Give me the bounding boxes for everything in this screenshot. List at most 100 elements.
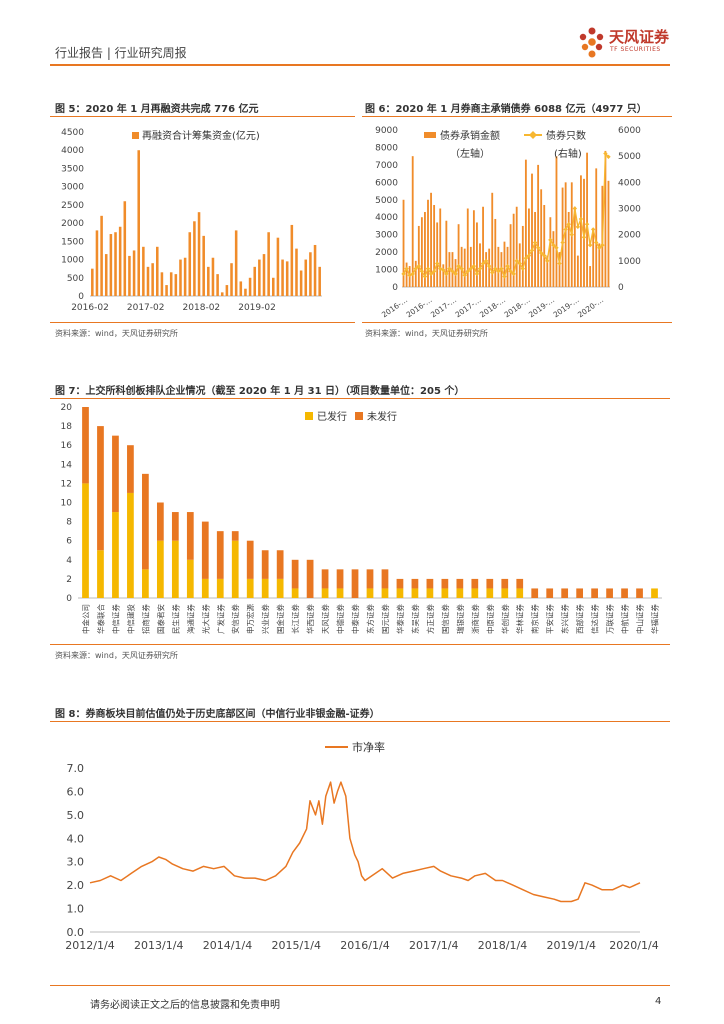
fig5-bar (304, 259, 308, 296)
fig7-bar-issued (112, 512, 119, 598)
fig7-x-category-label: 东兴证券 (560, 604, 570, 634)
fig5-legend-label: 再融资合计筹集资金(亿元) (142, 129, 260, 142)
fig6-legend-bar-swatch (424, 132, 436, 138)
fig7-legend-pending-label: 未发行 (367, 410, 397, 423)
fig7-bar-issued (171, 540, 179, 598)
fig7-x-category-label: 中航证券 (620, 604, 630, 634)
fig5-bar (220, 292, 224, 296)
fig7-bar-pending (112, 435, 119, 513)
fig6-title: 图 6：2020 年 1 月券商主承销债券 6088 亿元（4977 只） (365, 104, 647, 115)
fig7-bar-issued (501, 588, 509, 598)
fig5-bar (169, 272, 173, 296)
fig6-y-left-tick-label: 8000 (375, 143, 398, 153)
fig5-bar (313, 244, 317, 296)
fig6-y-left-tick-label: 1000 (375, 266, 398, 276)
fig8-x-tick-label: 2018/1/4 (478, 939, 527, 952)
fig5-bar (95, 230, 99, 296)
fig7-bar-pending (561, 588, 569, 598)
fig6-bar (595, 168, 598, 287)
fig8-x-tick-label: 2012/1/4 (65, 939, 114, 952)
fig7-x-category-label: 天风证券 (320, 604, 330, 634)
fig6-bar (592, 229, 595, 287)
fig6-x-tick-label: 2016-… (404, 295, 433, 318)
fig5-bar (160, 272, 164, 296)
fig6-count-marker (532, 240, 538, 245)
fig7-bar-issued (396, 588, 404, 598)
fig6-count-marker (493, 266, 498, 271)
fig6-y-left-tick-label: 7000 (375, 161, 398, 171)
fig6-y-left-tick-label: 4000 (375, 213, 398, 223)
fig6-bar (561, 187, 564, 287)
fig6-count-marker (431, 269, 437, 274)
fig6-count-marker (413, 266, 418, 271)
fig7-bar-issued (276, 578, 284, 598)
fig5-bar (91, 268, 94, 296)
fig5-bar (100, 215, 103, 296)
fig6-bar (427, 199, 429, 287)
fig5-bar (272, 277, 275, 296)
fig6-bar (411, 156, 414, 287)
fig6-bar (472, 210, 475, 287)
fig8-y-tick-label: 2.0 (67, 879, 85, 892)
fig7-bar-pending (82, 407, 89, 484)
fig7-bar-pending (246, 540, 254, 579)
fig5-chart: 4500 4000 3500 3000 2500 2000 1500 1000 500 02016… (61, 128, 322, 313)
fig6-y-left-tick-label: 5000 (375, 196, 398, 206)
fig6-y-left-tick-label: 2000 (375, 248, 398, 258)
fig6-bar (534, 211, 536, 287)
fig7-x-category-label: 光大证券 (200, 604, 210, 634)
fig7-x-category-label: 申万宏源 (245, 604, 255, 634)
fig6-title-rule (362, 116, 672, 117)
fig7-y-tick-label: 6 (66, 537, 72, 547)
fig7-x-category-label: 国元证券 (380, 604, 390, 634)
fig5-bar (295, 248, 298, 296)
fig6-bar (445, 220, 448, 287)
page-number: 4 (655, 996, 662, 1007)
fig6-bar (424, 211, 426, 287)
fig5-bar (239, 281, 243, 296)
fig6-x-tick-label: 2020-… (576, 295, 605, 318)
fig7-bar-pending (186, 512, 194, 560)
fig7-y-tick-label: 2 (66, 575, 72, 585)
fig5-x-tick-label: 2017-02 (127, 303, 165, 313)
fig7-y-tick-label: 18 (61, 422, 73, 432)
fig7-x-category-label: 浙商证券 (470, 604, 480, 634)
fig6-count-marker (587, 242, 593, 248)
fig6-count-marker (569, 232, 574, 237)
fig6-legend-line-label: 债券只数 (546, 129, 586, 142)
fig7-x-category-label: 东吴证券 (410, 604, 420, 634)
fig5-source: 资料来源：wind，天风证券研究所 (55, 329, 178, 338)
fig7-bar-issued (142, 569, 149, 598)
fig7-bar-pending (591, 588, 598, 598)
fig6-bar (402, 199, 405, 287)
fig8-x-tick-label: 2019/1/4 (547, 939, 596, 952)
fig5-bar (183, 257, 187, 296)
fig6-bar (586, 152, 588, 287)
fig6-legend-bar-label: 债券承销金额 (440, 129, 500, 142)
fig6-count-marker (483, 258, 489, 264)
fig6-bar (604, 150, 607, 287)
fig7-x-category-label: 中信建投 (125, 604, 135, 634)
fig5-bar (109, 234, 113, 296)
fig5-bar (244, 288, 247, 296)
fig8-pb-line (89, 781, 641, 903)
fig5-bar (137, 150, 140, 296)
fig8-y-tick-label: 7.0 (67, 762, 85, 775)
fig5-bar (230, 263, 233, 296)
fig7-bar-pending (366, 569, 374, 589)
fig6-bar (463, 248, 466, 287)
fig5-bar (202, 235, 205, 296)
fig7-bar-pending (411, 578, 419, 589)
fig7-legend-pending-swatch (355, 412, 363, 420)
fig6-source: 资料来源：wind，天风证券研究所 (365, 329, 488, 338)
fig7-bottom-rule (50, 644, 670, 645)
fig6-count-marker (590, 227, 596, 232)
fig7-bar-pending (321, 569, 329, 589)
fig6-bar (497, 246, 500, 287)
fig7-x-category-label: 中原证券 (485, 604, 495, 634)
fig7-x-category-label: 中德证券 (335, 604, 345, 634)
fig6-x-tick-label: 2018-… (502, 295, 531, 318)
fig7-x-category-label: 长江证券 (290, 604, 300, 634)
